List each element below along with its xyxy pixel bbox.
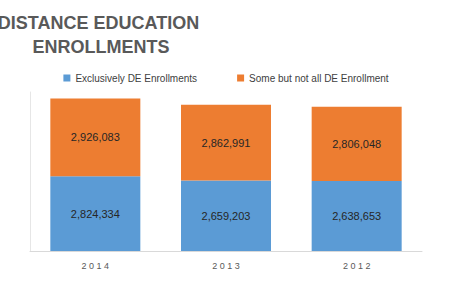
svg-text:2,926,083: 2,926,083 (71, 131, 120, 143)
svg-text:Exclusively DE Enrollments: Exclusively DE Enrollments (75, 73, 197, 84)
svg-text:2 0 1 3: 2 0 1 3 (212, 261, 240, 271)
svg-text:2,638,653: 2,638,653 (332, 210, 381, 222)
svg-text:2 0 1 4: 2 0 1 4 (82, 261, 110, 271)
svg-text:2,862,991: 2,862,991 (202, 137, 251, 149)
svg-text:ENROLLMENTS: ENROLLMENTS (33, 37, 170, 57)
svg-text:2,806,048: 2,806,048 (332, 138, 381, 150)
svg-text:2,659,203: 2,659,203 (202, 210, 251, 222)
svg-text:Some but not all DE Enrollment: Some but not all DE Enrollment (249, 73, 389, 84)
svg-text:2 0 1 2: 2 0 1 2 (343, 261, 371, 271)
svg-text:DISTANCE EDUCATION: DISTANCE EDUCATION (0, 13, 204, 33)
svg-text:2,824,334: 2,824,334 (71, 208, 120, 220)
